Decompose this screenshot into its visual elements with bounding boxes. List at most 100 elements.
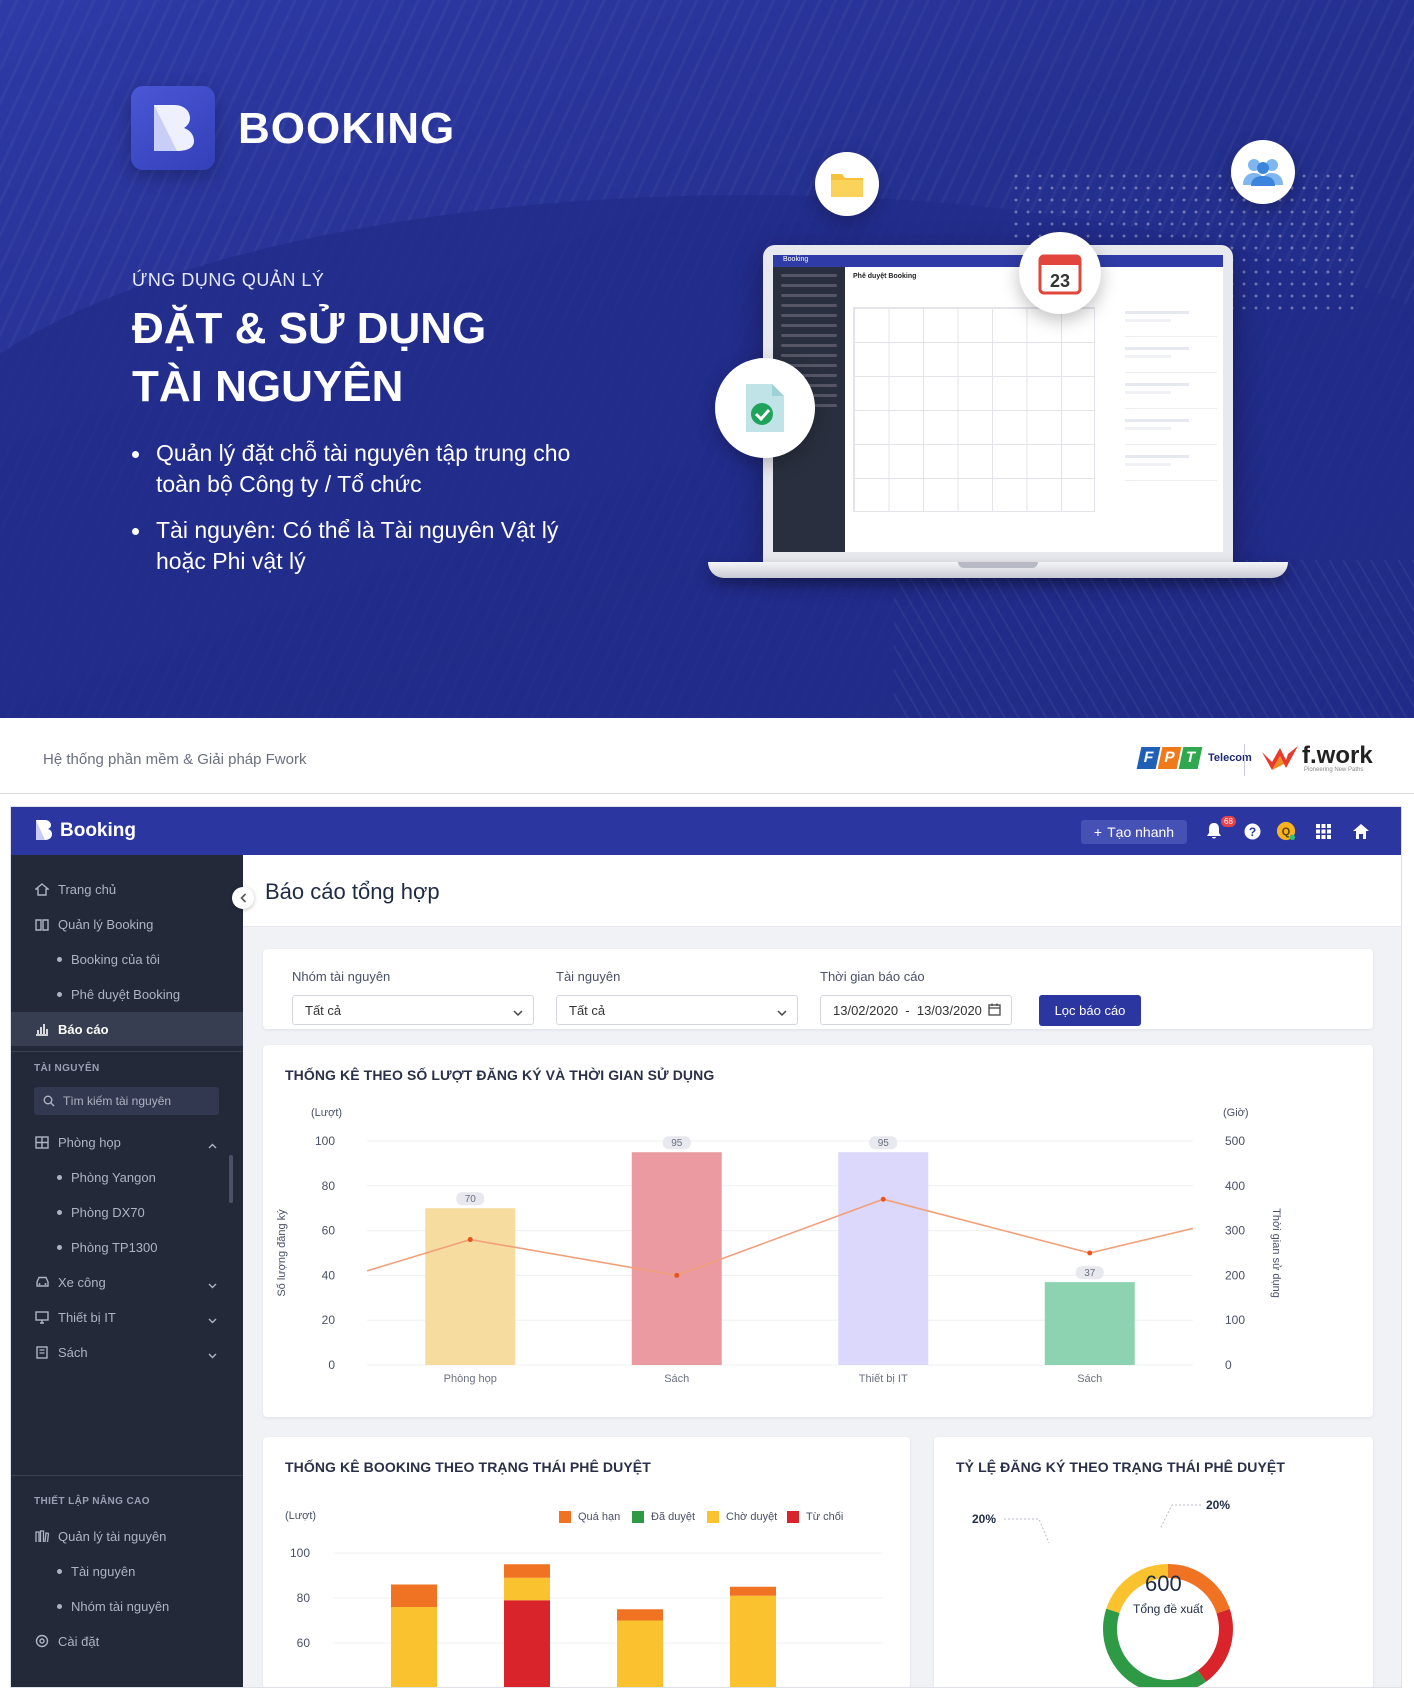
sidebar-item-my-bookings[interactable]: Booking của tôi xyxy=(11,942,243,976)
sidebar-item-reports[interactable]: Báo cáo xyxy=(11,1012,243,1046)
mini-app-name: Booking xyxy=(783,256,809,263)
sidebar-item-label: Thiết bị IT xyxy=(58,1309,116,1325)
sidebar-item-vehicles[interactable]: Xe công xyxy=(11,1265,243,1299)
legend-pending[interactable]: Chờ duyệt xyxy=(707,1511,777,1523)
resource-select[interactable]: Tất cả xyxy=(556,995,798,1025)
legend-label: Chờ duyệt xyxy=(726,1511,778,1523)
filter-report-button[interactable]: Lọc báo cáo xyxy=(1039,995,1141,1026)
sidebar-item-home[interactable]: Trang chủ xyxy=(11,872,243,906)
chart-title: THỐNG KÊ BOOKING THEO TRẠNG THÁI PHÊ DUY… xyxy=(285,1459,651,1475)
svg-text:?: ? xyxy=(1248,825,1255,839)
y-axis-unit: (Lượt) xyxy=(285,1510,316,1522)
sidebar-item-resource-groups[interactable]: Nhóm tài nguyên xyxy=(11,1589,243,1623)
legend-swatch xyxy=(559,1511,571,1523)
book-icon xyxy=(34,916,50,932)
avatar-letter: Q xyxy=(1282,826,1291,838)
chart-title: THỐNG KÊ THEO SỐ LƯỢT ĐĂNG KÝ VÀ THỜI GI… xyxy=(285,1067,715,1083)
report-filter-panel: Nhóm tài nguyên Tất cả Tài nguyên Tất cả… xyxy=(263,949,1373,1029)
x-tick-label: Sách xyxy=(664,1373,689,1385)
chevron-down-icon[interactable] xyxy=(208,1347,217,1362)
mini-main: Phê duyệt Booking xyxy=(845,267,1223,552)
fpt-letter: P xyxy=(1157,747,1182,769)
sidebar-section-resources: TÀI NGUYÊN xyxy=(34,1063,100,1074)
chevron-down-icon[interactable] xyxy=(208,1312,217,1327)
sidebar-item-label: Trang chủ xyxy=(58,881,117,897)
bar xyxy=(631,1152,722,1365)
apps-grid-icon[interactable] xyxy=(1313,821,1333,841)
legend-approved[interactable]: Đã duyệt xyxy=(632,1511,695,1523)
sidebar-item-meeting-rooms[interactable]: Phòng họp xyxy=(11,1125,243,1159)
sidebar-item-room-tp1300[interactable]: Phòng TP1300 xyxy=(11,1230,243,1264)
usage-chart-card: THỐNG KÊ THEO SỐ LƯỢT ĐĂNG KÝ VÀ THỜI GI… xyxy=(263,1045,1373,1417)
approval-ratio-chart-card: TỶ LỆ ĐĂNG KÝ THEO TRẠNG THÁI PHÊ DUYỆT … xyxy=(934,1437,1373,1687)
calendar-icon: 23 xyxy=(1019,232,1101,314)
stacked-bar-segment xyxy=(504,1564,550,1578)
donut-total-label: Tổng đề xuất xyxy=(1133,1602,1204,1616)
sidebar-item-label: Tài nguyên xyxy=(71,1563,136,1579)
report-period-value: 13/02/2020 - 13/03/2020 xyxy=(833,1002,982,1018)
y2-axis-unit: (Giờ) xyxy=(1223,1107,1249,1119)
sidebar-item-resources[interactable]: Tài nguyên xyxy=(11,1554,243,1588)
sidebar-item-room-yangon[interactable]: Phòng Yangon xyxy=(11,1160,243,1194)
legend-rejected[interactable]: Từ chối xyxy=(787,1511,843,1523)
usage-combo-chart: (Lượt) (Giờ) 0 20 40 60 80 100 0 100 200 300 400 500 S… xyxy=(276,1107,1282,1385)
stacked-bar-segment xyxy=(504,1577,550,1601)
line-point xyxy=(1087,1250,1093,1256)
hero-bullet: Tài nguyên: Có thể là Tài nguyên Vật lý … xyxy=(132,515,592,577)
search-icon xyxy=(43,1095,55,1107)
help-icon[interactable]: ? xyxy=(1242,821,1262,841)
grid-icon xyxy=(34,1134,50,1150)
sidebar-item-room-dx70[interactable]: Phòng DX70 xyxy=(11,1195,243,1229)
sidebar-item-label: Phê duyệt Booking xyxy=(71,986,181,1002)
hero-eyebrow: ỨNG DỤNG QUẢN LÝ xyxy=(132,270,325,290)
resource-group-value: Tất cả xyxy=(305,1002,342,1018)
mini-topbar: Booking xyxy=(773,255,1223,267)
sidebar-item-books[interactable]: Sách xyxy=(11,1335,243,1369)
bell-icon[interactable] xyxy=(1204,821,1224,841)
fpt-letter: F xyxy=(1136,747,1161,769)
donut-slice xyxy=(1103,1564,1233,1687)
users-icon xyxy=(1231,140,1295,204)
legend-label: Từ chối xyxy=(806,1511,844,1523)
sidebar: Trang chủ Quản lý Booking Booking của tô… xyxy=(11,855,243,1687)
sidebar-scrollbar[interactable] xyxy=(229,1155,233,1203)
search-placeholder: Tìm kiếm tài nguyên xyxy=(63,1094,172,1108)
hero-bullet: Quản lý đặt chỗ tài nguyên tập trung cho… xyxy=(132,438,592,500)
sidebar-item-label: Phòng TP1300 xyxy=(71,1239,158,1255)
booking-logo-icon xyxy=(131,86,215,170)
report-period-input[interactable]: 13/02/2020 - 13/03/2020 xyxy=(820,995,1012,1025)
sidebar-item-it-devices[interactable]: Thiết bị IT xyxy=(11,1300,243,1334)
sidebar-divider xyxy=(11,1475,243,1476)
data-label-bg xyxy=(456,1192,485,1206)
stacked-bar-segment xyxy=(617,1620,663,1687)
legend-overdue[interactable]: Quá hạn xyxy=(559,1511,620,1523)
callout-label: 20% xyxy=(972,1512,996,1526)
home-icon[interactable] xyxy=(1351,821,1371,841)
x-tick-label: Thiết bị IT xyxy=(859,1373,908,1385)
sidebar-item-settings[interactable]: Cài đặt xyxy=(11,1624,243,1658)
legend-label: Đã duyệt xyxy=(651,1511,696,1523)
report-period-label: Thời gian báo cáo xyxy=(820,969,925,984)
calendar-badge-text: 23 xyxy=(1050,271,1070,291)
quick-create-button[interactable]: + Tạo nhanh xyxy=(1081,820,1187,844)
data-label: 37 xyxy=(1084,1268,1096,1279)
sidebar-collapse-button[interactable] xyxy=(232,887,254,909)
chevron-down-icon[interactable] xyxy=(208,1277,217,1292)
sidebar-item-label: Phòng DX70 xyxy=(71,1204,145,1220)
callout-line xyxy=(1159,1504,1201,1530)
y2-tick-label: 300 xyxy=(1225,1224,1245,1238)
sidebar-item-approve-booking[interactable]: Phê duyệt Booking xyxy=(11,977,243,1011)
y-tick-label: 80 xyxy=(322,1179,336,1193)
bar xyxy=(838,1152,929,1365)
app-title: Booking xyxy=(60,820,136,841)
line-point xyxy=(880,1196,886,1202)
y2-axis-title: Thời gian sử dụng xyxy=(1270,1208,1282,1298)
avatar[interactable]: Q xyxy=(1276,821,1296,841)
resource-search-input[interactable]: Tìm kiếm tài nguyên xyxy=(34,1087,219,1115)
y-tick-label: 20 xyxy=(322,1313,336,1327)
chevron-up-icon[interactable] xyxy=(208,1137,217,1152)
resource-group-select[interactable]: Tất cả xyxy=(292,995,534,1025)
sidebar-item-resource-management[interactable]: Quản lý tài nguyên xyxy=(11,1519,243,1553)
sidebar-item-booking-management[interactable]: Quản lý Booking xyxy=(11,907,243,941)
sidebar-item-label: Nhóm tài nguyên xyxy=(71,1598,170,1614)
